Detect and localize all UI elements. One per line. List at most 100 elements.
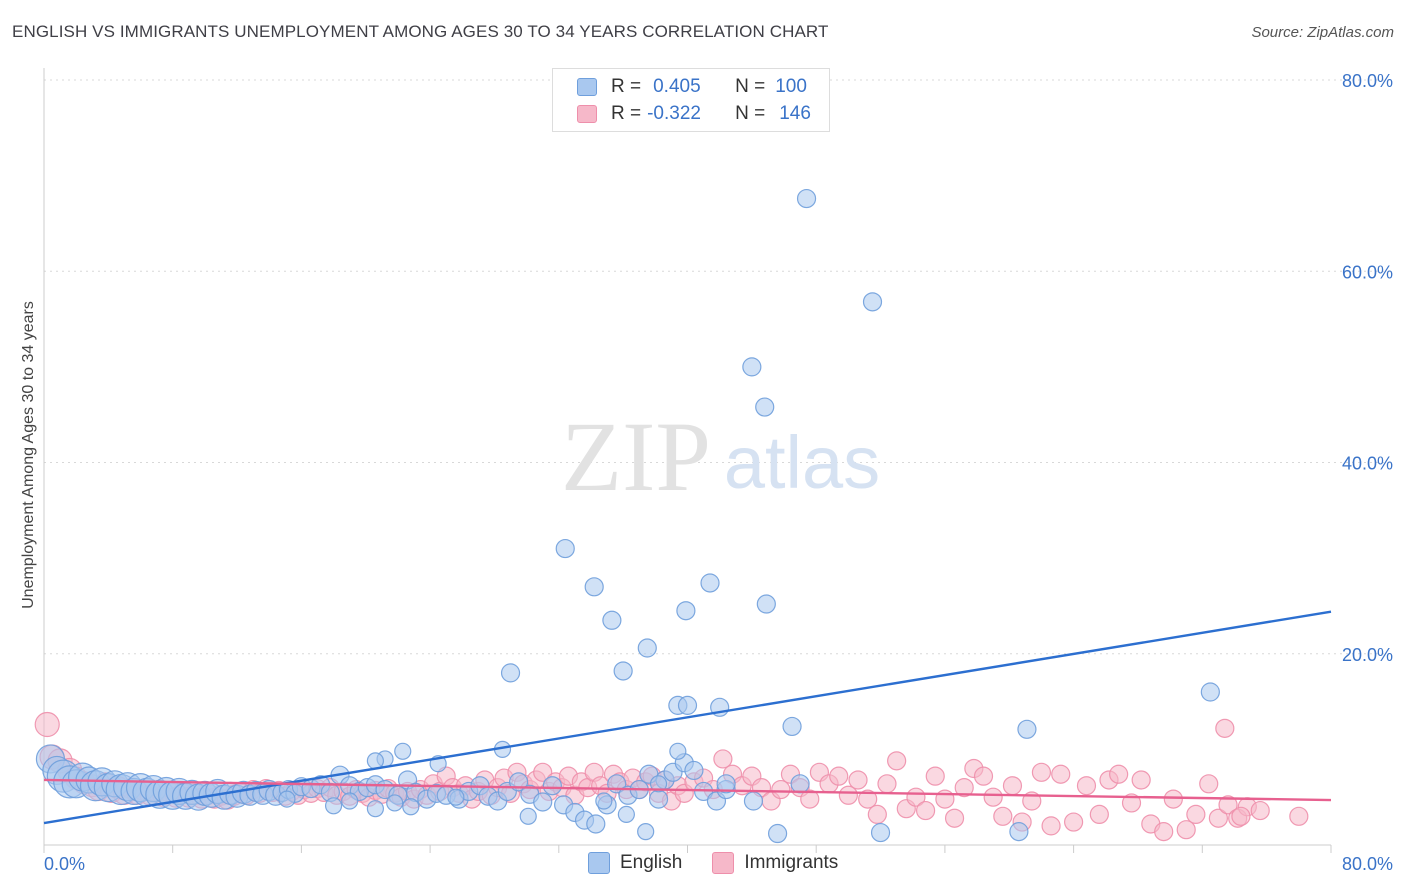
y-tick-label: 60.0% <box>1342 262 1393 282</box>
english-point <box>1009 822 1029 842</box>
english-points <box>35 188 1220 844</box>
immigrants-point <box>1063 812 1084 832</box>
immigrants-point <box>1176 820 1196 840</box>
english-point <box>341 792 359 810</box>
immigrants-point <box>1250 800 1270 821</box>
english-point <box>870 822 891 843</box>
immigrants-point <box>925 766 945 786</box>
immigrants-point <box>533 762 553 782</box>
legend-item-immigrants[interactable]: Immigrants <box>712 852 838 874</box>
english-trend-line <box>43 610 1332 825</box>
english-point <box>782 716 802 737</box>
legend-item-english[interactable]: English <box>588 852 682 874</box>
english-point <box>613 661 633 681</box>
tick-labels: 20.0% 40.0% 60.0% 80.0% 0.0% 80.0% <box>44 71 1393 874</box>
immigrants-point <box>1041 816 1061 836</box>
english-point <box>394 742 412 760</box>
immigrants-point <box>1218 795 1238 815</box>
legend-row-english: R = 0.405 N = 100 <box>577 76 807 98</box>
english-point <box>602 610 622 630</box>
english-point <box>519 807 537 825</box>
english-point <box>584 577 604 597</box>
english-point <box>676 601 696 621</box>
english-point <box>743 791 764 811</box>
immigrants-point <box>1031 762 1052 782</box>
immigrants-point <box>800 789 820 809</box>
immigrants-point <box>848 770 868 790</box>
english-point <box>586 814 606 834</box>
immigrants-point <box>1131 770 1151 790</box>
chart-title: ENGLISH VS IMMIGRANTS UNEMPLOYMENT AMONG… <box>12 22 829 41</box>
immigrants-point <box>1109 764 1129 784</box>
legend-swatch-immigrants <box>712 852 735 874</box>
y-tick-label: 20.0% <box>1342 645 1393 665</box>
immigrants-point <box>1163 789 1183 809</box>
immigrants-point <box>993 806 1013 826</box>
immigrants-point <box>887 751 907 771</box>
english-point <box>796 188 817 209</box>
immigrants-point <box>1076 776 1097 796</box>
legend-n-label: N = <box>735 103 766 124</box>
english-point <box>447 788 465 806</box>
immigrants-point <box>877 774 897 794</box>
english-point <box>767 823 788 844</box>
immigrants-point <box>1289 806 1309 826</box>
immigrants-point <box>1199 774 1219 794</box>
legend-label-immigrants: Immigrants <box>744 852 839 873</box>
english-point <box>386 794 404 812</box>
watermark-atlas: atlas <box>724 421 880 504</box>
legend-r-label: R = <box>611 103 642 124</box>
legend-r-immigrants: -0.322 <box>647 103 701 124</box>
legend-swatch-english <box>577 78 597 96</box>
immigrants-point <box>858 789 878 809</box>
english-point <box>595 792 613 810</box>
immigrants-point <box>713 749 733 769</box>
immigrants-point <box>983 787 1003 807</box>
english-point <box>1200 682 1220 702</box>
immigrants-point <box>1208 808 1228 828</box>
english-point <box>542 776 562 796</box>
english-point <box>700 573 720 593</box>
y-tick-label: 80.0% <box>1342 71 1393 91</box>
immigrants-point <box>829 766 849 786</box>
grid-layer <box>44 79 1393 655</box>
immigrants-point <box>1215 718 1235 738</box>
x-tick-label: 80.0% <box>1342 854 1393 874</box>
legend-n-immigrants: 146 <box>779 103 811 124</box>
immigrants-point <box>944 808 965 828</box>
english-point <box>756 594 776 614</box>
immigrants-point <box>1231 806 1251 826</box>
legend-n-english: 100 <box>775 76 807 97</box>
legend-swatch-immigrants <box>577 105 597 123</box>
y-tick-label: 40.0% <box>1342 454 1393 474</box>
legend-r-label: R = <box>611 76 642 97</box>
source-label: Source: ZipAtlas.com <box>1251 24 1394 41</box>
y-axis-label: Unemployment Among Ages 30 to 34 years <box>20 301 37 609</box>
english-point <box>637 638 657 658</box>
english-point <box>555 538 575 559</box>
immigrants-point <box>1089 804 1109 825</box>
english-point <box>533 792 553 812</box>
english-point <box>402 798 420 816</box>
immigrants-point <box>771 779 791 800</box>
watermark-zip: ZIP <box>561 401 711 512</box>
english-point <box>684 760 704 781</box>
legend-swatch-english <box>588 852 610 874</box>
immigrants-point <box>915 800 936 821</box>
english-point <box>755 397 775 417</box>
english-point <box>716 774 736 794</box>
series-legend: English Immigrants <box>588 852 868 874</box>
english-point <box>278 790 296 808</box>
watermark: ZIP atlas <box>561 401 880 512</box>
immigrants-point <box>1051 764 1071 784</box>
english-point <box>637 823 655 841</box>
english-point <box>648 789 669 809</box>
legend-n-label: N = <box>735 76 766 97</box>
immigrants-point <box>838 785 858 805</box>
immigrants-point <box>1154 822 1174 842</box>
english-point <box>366 752 385 770</box>
legend-r-english: 0.405 <box>653 76 701 97</box>
immigrants-point <box>1002 776 1023 796</box>
immigrants-point <box>973 766 994 786</box>
legend-label-english: English <box>620 852 683 873</box>
